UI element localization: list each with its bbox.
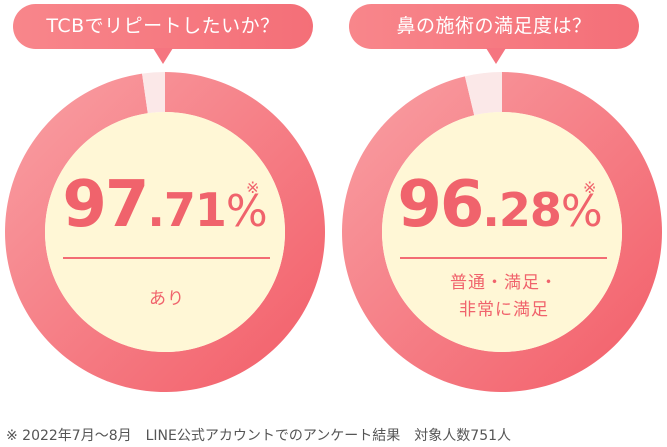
slice-label: あり [149, 289, 185, 309]
survey-footnote: ※ 2022年7月～8月 LINE公式アカウントでのアンケート結果 対象人数75… [6, 428, 512, 444]
chart-panel-repeat: TCBでリピートしたいか？ 97.71% ※ あり [0, 0, 330, 400]
chart-title-bubble: TCBでリピートしたいか？ [13, 4, 313, 49]
center-divider [63, 257, 270, 259]
percentage-value: 97.71% [0, 168, 330, 242]
percentage-decimal: .71 [147, 183, 226, 237]
donut-chart [342, 72, 662, 392]
donut-center [45, 112, 285, 352]
note-mark: ※ [246, 178, 260, 197]
percentage-decimal: .28 [482, 183, 561, 237]
donut-center [382, 112, 622, 352]
percent-sign: % [560, 186, 603, 237]
center-divider [400, 257, 607, 259]
percent-sign: % [225, 186, 268, 237]
donut-chart [5, 72, 325, 392]
percentage-value: 96.28% [335, 168, 665, 242]
percentage-integer: 97 [62, 168, 149, 242]
bubble-tail [486, 48, 506, 64]
bubble-tail [153, 48, 173, 64]
chart-title-bubble: 鼻の施術の満足度は？ [349, 4, 639, 49]
chart-panel-satisfaction: 鼻の施術の満足度は？ 96.28% ※ 普通・満足・ 非常に満足 [337, 0, 667, 400]
donut-slice-rest [142, 72, 165, 114]
slice-label: 普通・満足・ 非常に満足 [450, 273, 558, 320]
note-mark: ※ [583, 178, 597, 197]
percentage-integer: 96 [397, 168, 484, 242]
donut-slice-rest [464, 72, 502, 116]
